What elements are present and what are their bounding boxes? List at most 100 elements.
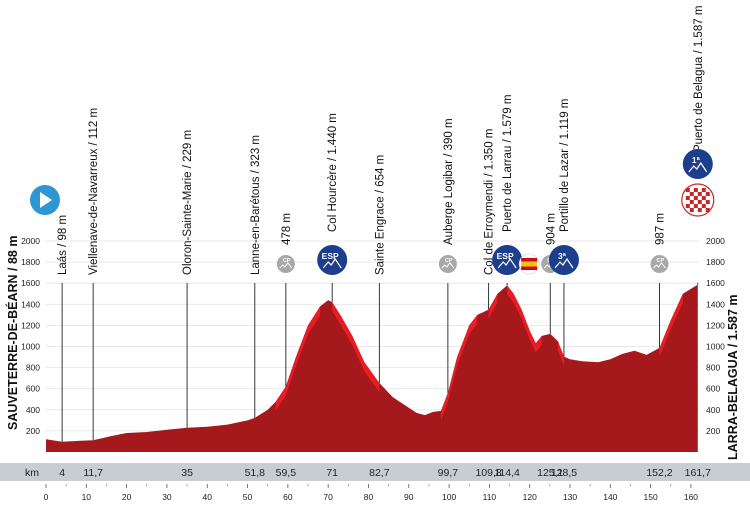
- checker-square: [701, 188, 706, 192]
- y-tick-label-left: 1800: [21, 257, 40, 267]
- x-tick-label: 160: [684, 492, 698, 502]
- x-tick-label: 10: [82, 492, 92, 502]
- y-tick-label-right: 1800: [706, 257, 725, 267]
- mountain-glyph: [688, 161, 708, 173]
- waypoint-km-label: 128,5: [551, 467, 577, 479]
- mountain-badge-icon: [317, 245, 348, 275]
- cp-mountain-glyph: [441, 262, 455, 269]
- climb-category-text: 1ª: [692, 155, 701, 165]
- flag-stripe-middle: [521, 261, 538, 267]
- mountain-glyph: [554, 257, 574, 269]
- checker-square: [685, 188, 690, 192]
- waypoint-label: 478 m: [281, 213, 293, 245]
- y-tick-label-right: 1400: [706, 299, 725, 309]
- x-tick-label: 30: [162, 492, 172, 502]
- y-tick-label-left: 1600: [21, 278, 40, 288]
- y-tick-label-right: 1000: [706, 342, 725, 352]
- waypoint-label: Portillo de Lazar / 1.119 m: [559, 99, 571, 232]
- cp-feed-zone-icon: [438, 255, 457, 273]
- checker-square: [701, 204, 706, 208]
- y-axis-right: 200 400 600 800 1000 1200 1400 1600 1800 2000: [706, 236, 725, 436]
- x-tick-label: 40: [203, 492, 213, 502]
- cp-icon-text: CP: [656, 258, 664, 264]
- x-tick-label: 120: [523, 492, 537, 502]
- waypoint-km-label: 35: [181, 467, 193, 479]
- waypoint-label: 904 m: [545, 213, 557, 245]
- mountain-badge-icon: [492, 245, 523, 275]
- grid-lines: [46, 240, 699, 432]
- waypoint-km-label: 99,7: [438, 467, 459, 479]
- y-axis-left: 200 400 600 800 1000 1200 1400 1600 1800 2000: [21, 236, 40, 436]
- checker-square: [705, 192, 710, 196]
- mountain-badge-icon: [548, 245, 579, 275]
- waypoint-badges: CPESPCPESPCP3ªCP1ª: [276, 149, 715, 275]
- waypoint-label: Lanne-en-Barétous / 323 m: [250, 135, 262, 275]
- mountain-glyph: [497, 257, 517, 269]
- waypoint-km-label: 125,1: [537, 467, 563, 479]
- waypoint-label: Puerto de Belagua / 1.587 m: [693, 6, 705, 152]
- finish-location-label: LARRA-BELAGUA / 1.587 m: [726, 294, 740, 460]
- y-tick-label-right: 200: [706, 426, 720, 436]
- x-tick-label: 50: [243, 492, 253, 502]
- y-tick-label-right: 600: [706, 384, 720, 394]
- waypoint-label: Puerto de Larrau / 1.579 m: [502, 95, 514, 232]
- x-tick-label: 130: [563, 492, 577, 502]
- mountain-badge-icon: [682, 149, 713, 179]
- start-finish-markers: SAUVETERRE-DE-BÉARN / 88 m LARRA-BELAGUA …: [5, 185, 740, 460]
- waypoint-label: Laás / 98 m: [57, 215, 69, 275]
- x-tick-label: 100: [442, 492, 456, 502]
- x-axis: 0 10 20 30 40 50 60 70 80 90 100 110 120 130 140 150 160: [44, 484, 698, 502]
- waypoint-label: 987 m: [654, 213, 666, 245]
- km-bar-title: km: [25, 467, 39, 479]
- waypoint-km-label: 82,7: [369, 467, 390, 479]
- waypoint-label: Col de Erroymendi / 1.350 m: [484, 129, 496, 275]
- flag-stripe-bottom: [521, 266, 538, 270]
- checker-square: [689, 200, 694, 204]
- km-bar-background: [0, 463, 750, 481]
- y-tick-label-left: 800: [26, 363, 40, 373]
- checker-square: [693, 196, 698, 200]
- cp-feed-zone-icon: [650, 255, 669, 273]
- y-tick-label-right: 1600: [706, 278, 725, 288]
- checker-square: [685, 204, 690, 208]
- waypoint-km-label: 109,8: [475, 467, 501, 479]
- cp-icon-text: CP: [283, 258, 291, 264]
- y-tick-label-left: 1000: [21, 342, 40, 352]
- waypoint-labels: Laás / 98 m Viellenave-de-Navarreux / 112…: [57, 6, 705, 275]
- checker-square: [705, 200, 710, 204]
- climb-category-text: 3ª: [558, 251, 567, 261]
- x-tick-label: 90: [404, 492, 414, 502]
- steep-slope-highlight: [275, 285, 683, 420]
- checker-square: [685, 196, 690, 200]
- climb-category-text: ESP: [322, 251, 339, 261]
- waypoint-label: Col Hourcère / 1.440 m: [327, 113, 339, 232]
- checker-square: [697, 200, 702, 204]
- waypoint-km-label: 4: [59, 467, 65, 479]
- x-tick-label: 80: [364, 492, 374, 502]
- x-tick-label: 0: [44, 492, 49, 502]
- cp-mountain-glyph: [653, 262, 666, 269]
- play-triangle: [40, 192, 52, 208]
- waypoint-label: Oloron-Sainte-Marie / 229 m: [182, 130, 194, 275]
- y-tick-label-right: 800: [706, 363, 720, 373]
- climb-category-text: ESP: [497, 251, 514, 261]
- x-tick-label: 70: [323, 492, 333, 502]
- y-tick-label-left: 200: [26, 426, 40, 436]
- flag-stripe-top: [521, 258, 538, 262]
- waypoint-leader-lines: [61, 283, 699, 442]
- cp-feed-zone-icon: [276, 255, 295, 273]
- checker-square: [705, 208, 710, 212]
- waypoint-km-label: 161,7: [685, 467, 711, 479]
- checker-square: [697, 192, 702, 196]
- profile-fill: [46, 284, 698, 452]
- waypoint-km-label: 152,2: [646, 467, 672, 479]
- checker-square: [693, 204, 698, 208]
- x-tick-label: 20: [122, 492, 132, 502]
- checker-square: [701, 196, 706, 200]
- checker-square: [693, 188, 698, 192]
- y-tick-label-left: 600: [26, 384, 40, 394]
- checker-square: [689, 192, 694, 196]
